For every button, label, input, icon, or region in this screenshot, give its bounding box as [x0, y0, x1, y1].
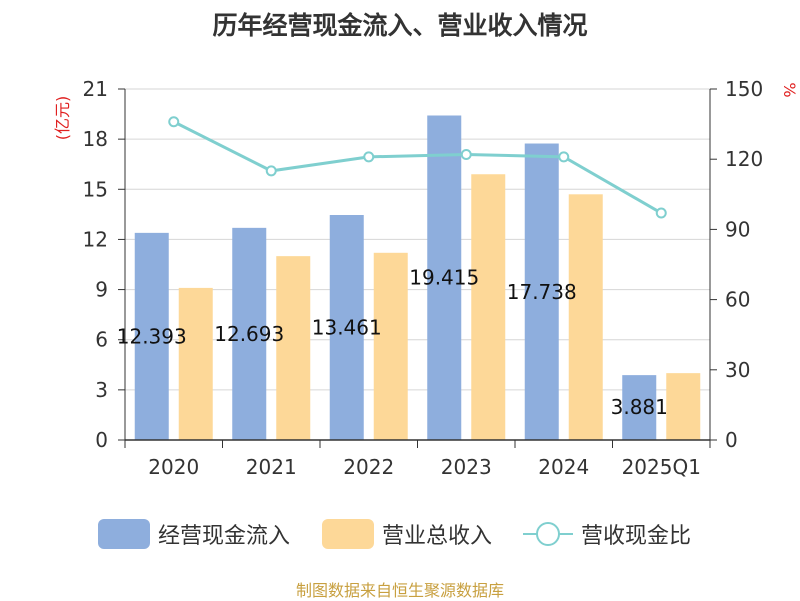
- x-tick-label: 2021: [246, 455, 297, 479]
- y-left-tick-label: 9: [95, 278, 108, 302]
- legend: 经营现金流入 营业总收入 营收现金比: [0, 518, 800, 552]
- point-cash-ratio: [265, 165, 277, 177]
- y-right-tick-label: 150: [725, 77, 763, 101]
- point-cash-ratio: [363, 151, 375, 163]
- data-label-cash-inflow: 19.415: [409, 266, 479, 290]
- legend-swatch-cash-ratio: [523, 519, 573, 549]
- point-cash-ratio: [460, 149, 472, 161]
- y-left-axis-label: (亿元): [53, 96, 72, 141]
- y-left-tick-label: 6: [95, 328, 108, 352]
- legend-label-cash-inflow: 经营现金流入: [158, 524, 291, 549]
- legend-item-cash-inflow[interactable]: 经营现金流入: [98, 518, 290, 550]
- data-label-cash-inflow: 12.393: [117, 324, 187, 348]
- legend-label-cash-ratio: 营收现金比: [581, 524, 692, 549]
- bar-cash-inflow: [427, 115, 462, 441]
- x-tick-label: 2025Q1: [622, 455, 701, 479]
- bar-cash-inflow: [622, 375, 657, 440]
- legend-label-revenue: 营业总收入: [382, 524, 493, 549]
- y-right-tick-label: 90: [725, 217, 750, 241]
- point-cash-ratio: [168, 116, 180, 128]
- x-tick-label: 2022: [343, 455, 394, 479]
- y-left-tick-label: 3: [95, 378, 108, 402]
- legend-item-cash-ratio[interactable]: 营收现金比: [523, 518, 691, 550]
- data-label-cash-inflow: 3.881: [611, 395, 668, 419]
- bar-revenue: [276, 256, 311, 440]
- y-right-tick-label: 30: [725, 358, 750, 382]
- bar-revenue: [666, 373, 701, 440]
- y-left-tick-label: 0: [95, 428, 108, 452]
- legend-item-revenue[interactable]: 营业总收入: [322, 518, 492, 550]
- bar-revenue: [568, 194, 603, 440]
- x-tick-label: 2024: [538, 455, 589, 479]
- y-right-tick-label: 0: [725, 428, 738, 452]
- bar-cash-inflow: [329, 215, 364, 440]
- bar-cash-inflow: [524, 143, 559, 440]
- y-left-tick-label: 15: [83, 177, 108, 201]
- legend-swatch-cash-inflow: [98, 519, 150, 549]
- bar-revenue: [471, 174, 506, 440]
- line-cash-ratio: [173, 120, 662, 215]
- bar-cash-inflow: [134, 232, 169, 440]
- data-label-cash-inflow: 12.693: [214, 322, 284, 346]
- y-left-tick-label: 18: [83, 127, 108, 151]
- data-label-cash-inflow: 13.461: [312, 316, 382, 340]
- point-cash-ratio: [655, 207, 667, 219]
- y-left-tick-label: 21: [83, 77, 108, 101]
- y-right-axis-label: %: [780, 82, 799, 97]
- bar-revenue: [178, 287, 213, 440]
- bar-cash-inflow: [232, 227, 267, 440]
- point-cash-ratio: [558, 151, 570, 163]
- y-left-tick-label: 12: [83, 227, 108, 251]
- legend-swatch-revenue: [322, 519, 374, 549]
- source-note: 制图数据来自恒生聚源数据库: [295, 581, 504, 600]
- y-right-tick-label: 120: [725, 147, 763, 171]
- x-tick-label: 2023: [441, 455, 492, 479]
- y-right-tick-label: 60: [725, 288, 750, 312]
- data-label-cash-inflow: 17.738: [507, 280, 577, 304]
- bar-revenue: [373, 252, 408, 440]
- chart-title: 历年经营现金流入、营业收入情况: [212, 11, 588, 40]
- x-tick-label: 2020: [148, 455, 199, 479]
